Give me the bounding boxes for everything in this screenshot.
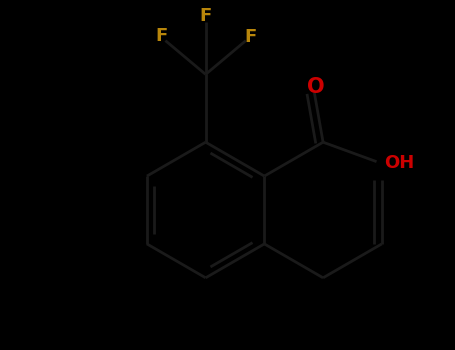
Text: F: F: [244, 28, 256, 46]
Text: F: F: [155, 27, 167, 45]
Text: O: O: [307, 77, 325, 97]
Text: F: F: [199, 7, 212, 25]
Text: OH: OH: [384, 154, 415, 172]
